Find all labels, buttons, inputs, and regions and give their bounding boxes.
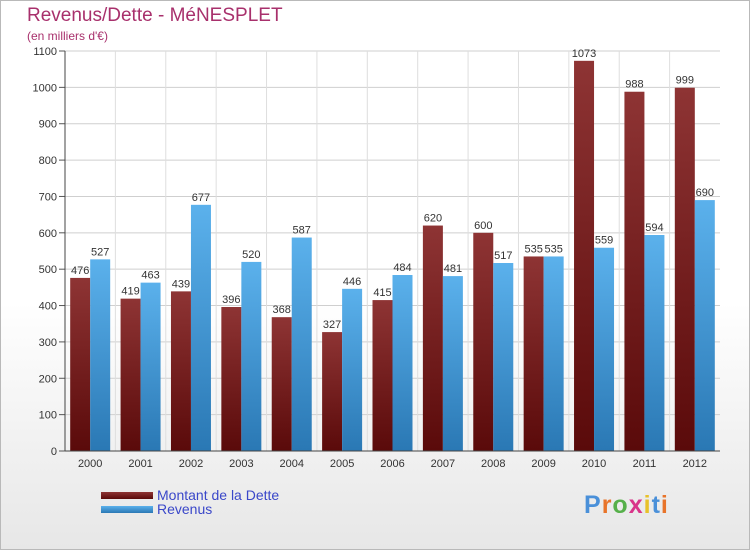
value-label-debt-2008: 600 <box>474 220 492 232</box>
bar-debt-2011 <box>624 91 645 452</box>
x-tick-label-2009: 2009 <box>531 458 555 470</box>
legend-item-debt: Montant de la Dette <box>101 487 279 503</box>
x-tick-label-2004: 2004 <box>279 458 303 470</box>
value-label-revenus-2002: 677 <box>192 192 210 204</box>
x-tick-label-2002: 2002 <box>179 458 203 470</box>
x-tick-label-2007: 2007 <box>431 458 455 470</box>
value-label-revenus-2011: 594 <box>645 222 663 234</box>
axes: 0 100 200 300 400 500 600 700 800 900 1000 1100 2000… <box>33 46 720 470</box>
bar-revenus-2000 <box>90 259 111 451</box>
bar-revenus-2002 <box>190 204 211 451</box>
value-label-revenus-2000: 527 <box>91 246 109 258</box>
y-tick-label: 800 <box>39 155 57 167</box>
bar-debt-2000 <box>70 277 91 451</box>
value-label-revenus-2007: 481 <box>444 263 462 275</box>
y-tick-label: 900 <box>39 119 57 131</box>
y-tick-label: 700 <box>39 191 57 203</box>
logo-letter: r <box>601 491 613 519</box>
bar-debt-2006 <box>372 300 393 451</box>
x-tick-label-2000: 2000 <box>78 458 102 470</box>
legend-swatch-debt <box>101 491 153 499</box>
logo-letter: P <box>584 491 602 519</box>
bar-revenus-2009 <box>543 256 564 451</box>
value-label-debt-2001: 419 <box>121 286 139 298</box>
value-label-debt-2003: 396 <box>222 294 240 306</box>
legend-swatch-revenus <box>101 505 153 513</box>
value-label-debt-2009: 535 <box>524 243 542 255</box>
bar-debt-2007 <box>422 225 443 451</box>
x-tick-label-2006: 2006 <box>380 458 404 470</box>
value-label-debt-2005: 327 <box>323 319 341 331</box>
value-label-revenus-2001: 463 <box>141 270 159 282</box>
value-label-debt-2010: 1073 <box>572 48 596 60</box>
y-tick-label: 0 <box>51 446 57 458</box>
x-tick-label-2010: 2010 <box>582 458 606 470</box>
y-tick-label: 500 <box>39 264 57 276</box>
bar-debt-2002 <box>170 291 191 451</box>
value-label-revenus-2012: 690 <box>696 187 714 199</box>
value-label-revenus-2010: 559 <box>595 235 613 247</box>
value-label-debt-2004: 368 <box>273 304 291 316</box>
legend-label-debt: Montant de la Dette <box>157 487 280 503</box>
bar-revenus-2008 <box>493 263 514 451</box>
y-tick-label: 1000 <box>33 82 57 94</box>
bar-debt-2005 <box>322 332 343 451</box>
x-tick-label-2003: 2003 <box>229 458 253 470</box>
value-label-revenus-2004: 587 <box>293 225 311 237</box>
bar-revenus-2007 <box>442 276 463 451</box>
y-tick-label: 100 <box>39 410 57 422</box>
bar-debt-2012 <box>674 87 695 452</box>
value-label-debt-2012: 999 <box>676 75 694 87</box>
y-tick-label: 300 <box>39 337 57 349</box>
bar-debt-2001 <box>120 298 141 451</box>
logo-letter: t <box>651 491 661 519</box>
value-label-debt-2002: 439 <box>172 278 190 290</box>
y-tick-label: 400 <box>39 301 57 313</box>
x-tick-label-2005: 2005 <box>330 458 354 470</box>
logo-letter: i <box>643 491 652 519</box>
value-label-debt-2011: 988 <box>625 79 643 91</box>
bar-revenus-2011 <box>644 235 665 451</box>
legend-label-revenus: Revenus <box>157 501 213 517</box>
x-tick-label-2001: 2001 <box>128 458 152 470</box>
logo-letter: x <box>628 491 644 519</box>
value-label-debt-2007: 620 <box>424 213 442 225</box>
bar-revenus-2006 <box>392 275 413 451</box>
bar-debt-2008 <box>473 232 494 451</box>
chart-subtitle: (en milliers d'€) <box>27 29 108 43</box>
x-tick-label-2012: 2012 <box>683 458 707 470</box>
value-label-revenus-2008: 517 <box>494 250 512 262</box>
value-label-debt-2006: 415 <box>373 287 391 299</box>
x-tick-label-2011: 2011 <box>633 458 657 470</box>
bar-revenus-2005 <box>342 288 363 451</box>
value-label-debt-2000: 476 <box>71 265 89 277</box>
value-label-revenus-2005: 446 <box>343 276 361 288</box>
proxiti-logo: Proxiti <box>584 491 669 520</box>
value-label-revenus-2003: 520 <box>242 249 260 261</box>
bar-revenus-2003 <box>241 261 262 451</box>
logo-letter: o <box>612 491 629 519</box>
y-tick-label: 200 <box>39 373 57 385</box>
bar-revenus-2001 <box>140 282 161 451</box>
bar-debt-2009 <box>523 256 544 451</box>
legend-item-revenus: Revenus <box>101 501 212 517</box>
y-tick-label: 1100 <box>33 46 57 58</box>
value-label-revenus-2009: 535 <box>544 243 562 255</box>
value-label-revenus-2006: 484 <box>393 262 411 274</box>
bar-debt-2004 <box>271 317 292 451</box>
bar-revenus-2004 <box>291 237 312 451</box>
logo-letter: i <box>660 491 669 519</box>
bar-revenus-2012 <box>694 200 715 451</box>
bar-revenus-2010 <box>594 247 615 451</box>
chart-title: Revenus/Dette - MéNESPLET <box>27 5 283 26</box>
x-tick-label-2008: 2008 <box>481 458 505 470</box>
y-tick-label: 600 <box>39 228 57 240</box>
bar-debt-2010 <box>574 60 595 452</box>
bar-debt-2003 <box>221 307 242 451</box>
